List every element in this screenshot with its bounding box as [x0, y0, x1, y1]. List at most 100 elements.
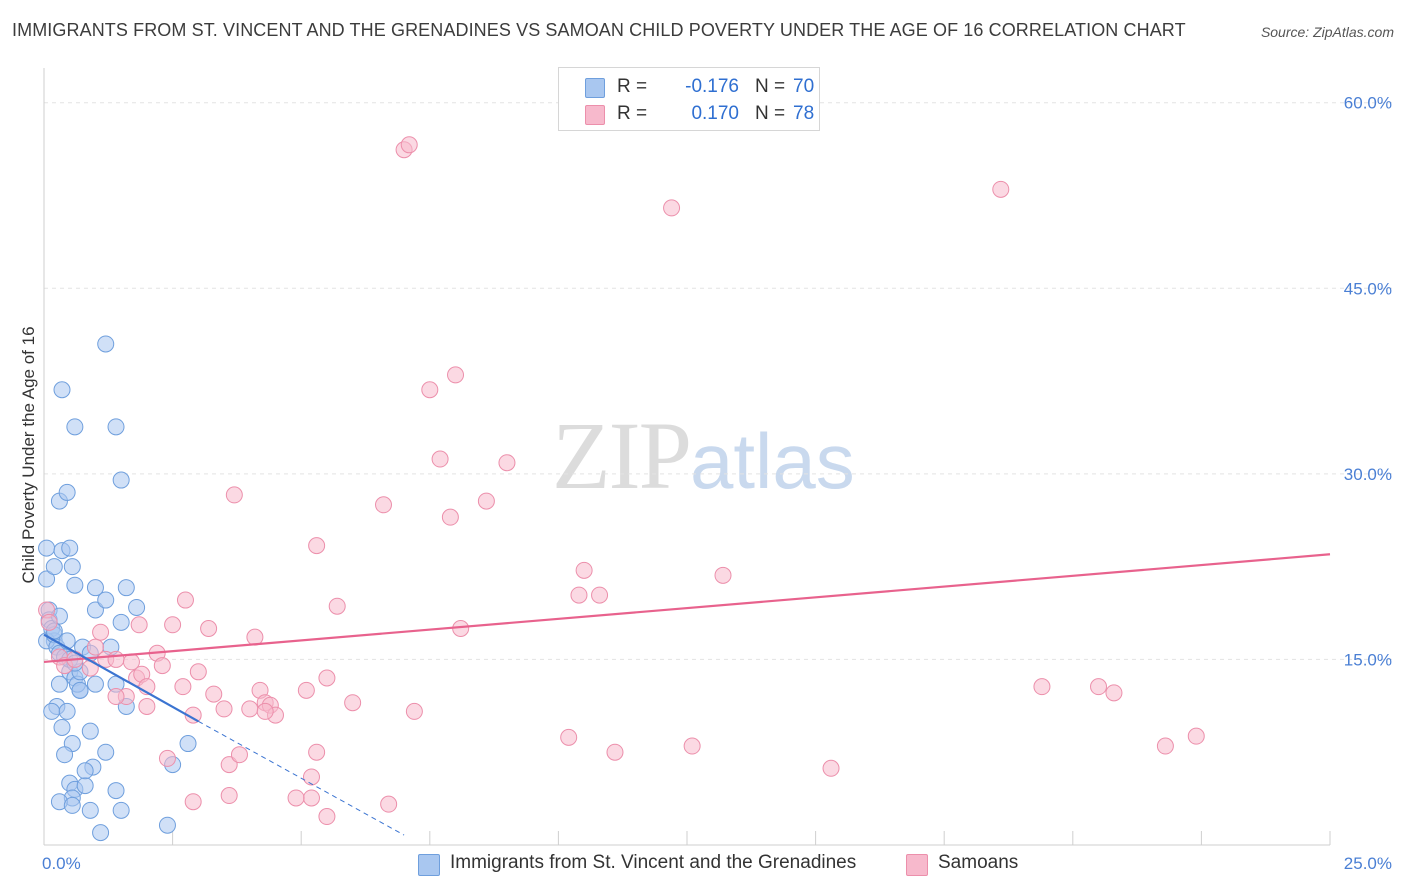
point-immigrants [107, 782, 125, 800]
point-samoans [683, 737, 701, 755]
point-samoans [130, 616, 148, 634]
point-immigrants [58, 702, 76, 720]
point-samoans [256, 702, 274, 720]
point-samoans [174, 678, 192, 696]
point-samoans [81, 659, 99, 677]
y-tick-label: 15.0% [1344, 650, 1392, 669]
point-samoans [241, 700, 259, 718]
point-samoans [606, 743, 624, 761]
stats-legend: R = -0.176 N = 70 R = 0.170 N = 78 [558, 67, 820, 131]
n-value: 70 [793, 76, 815, 97]
point-samoans [575, 561, 593, 579]
point-immigrants [117, 579, 135, 597]
point-samoans [570, 586, 588, 604]
point-samoans [92, 623, 110, 641]
point-samoans [107, 650, 125, 668]
point-samoans [200, 620, 218, 638]
point-samoans [230, 746, 248, 764]
legend-swatch-pink [906, 854, 928, 876]
point-immigrants [158, 816, 176, 834]
point-samoans [441, 508, 459, 526]
point-samoans [205, 685, 223, 703]
point-samoans [297, 681, 315, 699]
point-immigrants [53, 718, 71, 736]
point-immigrants [53, 381, 71, 399]
point-samoans [153, 657, 171, 675]
point-samoans [328, 597, 346, 615]
point-immigrants [56, 746, 74, 764]
point-immigrants [112, 471, 130, 489]
legend-swatch-pink [585, 105, 605, 125]
point-immigrants [81, 801, 99, 819]
point-samoans [375, 496, 393, 514]
watermark-zip: ZIP [552, 402, 692, 509]
point-samoans [447, 366, 465, 384]
point-immigrants [63, 558, 81, 576]
point-samoans [176, 591, 194, 609]
point-samoans [1105, 684, 1123, 702]
point-immigrants [76, 777, 94, 795]
x-tick-label: 25.0% [1344, 854, 1392, 873]
point-samoans [344, 694, 362, 712]
point-immigrants [71, 681, 89, 699]
trendline-immigrants [43, 633, 199, 723]
point-immigrants [107, 418, 125, 436]
point-immigrants [86, 579, 104, 597]
y-tick-label: 45.0% [1344, 279, 1392, 298]
chart-title: IMMIGRANTS FROM ST. VINCENT AND THE GREN… [12, 20, 1186, 40]
point-immigrants [92, 824, 110, 842]
point-samoans [184, 793, 202, 811]
point-immigrants [76, 762, 94, 780]
point-immigrants [86, 601, 104, 619]
point-samoans [663, 199, 681, 217]
watermark-atlas: atlas [690, 417, 855, 505]
point-samoans [498, 454, 516, 472]
legend-swatch-blue [418, 854, 440, 876]
point-immigrants [81, 722, 99, 740]
point-samoans [1090, 678, 1108, 696]
point-immigrants [128, 598, 146, 616]
point-immigrants [66, 576, 84, 594]
point-immigrants [66, 418, 84, 436]
point-samoans [318, 669, 336, 687]
legend-label: Immigrants from St. Vincent and the Gren… [450, 852, 857, 873]
point-samoans [40, 613, 58, 631]
point-samoans [380, 795, 398, 813]
point-samoans [400, 136, 418, 154]
point-immigrants [43, 702, 61, 720]
point-samoans [302, 789, 320, 807]
y-tick-label: 30.0% [1344, 465, 1392, 484]
point-samoans [431, 450, 449, 468]
point-immigrants [50, 675, 68, 693]
point-samoans [215, 700, 233, 718]
trendline-immigrants-extension [198, 720, 405, 836]
r-value: -0.176 [685, 76, 739, 97]
watermark: ZIPatlas [552, 400, 855, 511]
point-samoans [86, 638, 104, 656]
point-immigrants [97, 743, 115, 761]
point-samoans [1187, 727, 1205, 745]
point-samoans [220, 787, 238, 805]
y-tick-label: 60.0% [1344, 94, 1392, 113]
point-immigrants [86, 675, 104, 693]
point-samoans [138, 697, 156, 715]
point-samoans [158, 749, 176, 767]
point-samoans [992, 180, 1010, 198]
r-label: R = [617, 103, 648, 124]
point-immigrants [38, 570, 56, 588]
point-samoans [1156, 737, 1174, 755]
r-label: R = [617, 76, 648, 97]
point-samoans [164, 616, 182, 634]
point-immigrants [179, 735, 197, 753]
point-immigrants [45, 558, 63, 576]
point-samoans [405, 702, 423, 720]
trendline-samoans [43, 553, 1331, 664]
point-samoans [308, 743, 326, 761]
point-samoans [189, 663, 207, 681]
point-samoans [220, 756, 238, 774]
point-samoans [477, 492, 495, 510]
point-immigrants [38, 539, 56, 557]
r-value: 0.170 [691, 103, 739, 124]
point-immigrants [97, 591, 115, 609]
